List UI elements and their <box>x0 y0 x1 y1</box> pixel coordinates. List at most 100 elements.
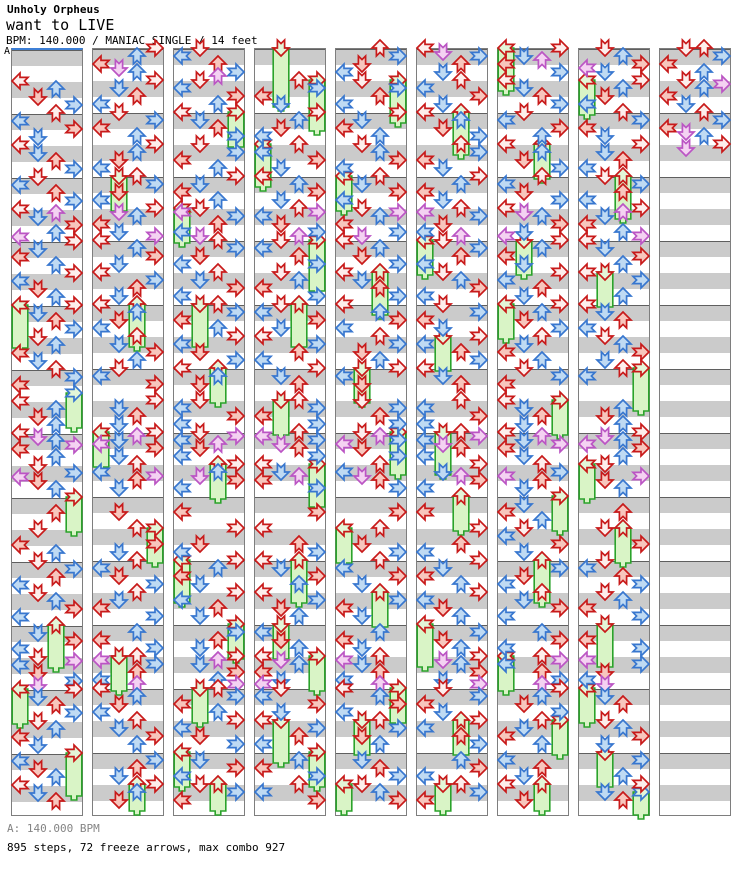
arrow-left-icon <box>11 776 29 794</box>
arrow-up-icon <box>128 427 146 445</box>
arrow-down-icon <box>515 519 533 537</box>
arrow-up-icon <box>128 783 146 801</box>
arrow-right-icon <box>470 583 488 601</box>
arrow-up-icon <box>209 559 227 577</box>
arrow-up-icon <box>452 439 470 457</box>
arrow-up-icon <box>209 319 227 337</box>
freeze-head-arrow-up-icon <box>290 295 308 313</box>
arrow-right-icon <box>632 575 650 593</box>
arrow-right-icon <box>551 119 569 137</box>
arrow-left-icon <box>254 711 272 729</box>
arrow-up-icon <box>371 87 389 105</box>
arrow-right-icon <box>227 407 245 425</box>
arrow-right-icon <box>470 303 488 321</box>
arrow-right-icon <box>146 391 164 409</box>
arrow-left-icon <box>416 203 434 221</box>
arrow-down-icon <box>596 87 614 105</box>
arrow-left-icon <box>173 103 191 121</box>
arrow-down-icon <box>29 736 47 754</box>
arrow-down-icon <box>29 304 47 322</box>
arrow-down-icon <box>110 503 128 521</box>
arrow-right-icon <box>551 599 569 617</box>
arrow-right-icon <box>308 503 326 521</box>
arrow-up-icon <box>533 239 551 257</box>
arrow-left-icon <box>92 463 110 481</box>
arrow-up-icon <box>533 303 551 321</box>
arrow-down-icon <box>515 335 533 353</box>
freeze-head-arrow-left-icon <box>11 680 29 698</box>
arrow-up-icon <box>128 279 146 297</box>
freeze-tail <box>110 655 128 696</box>
arrow-left-icon <box>578 295 596 313</box>
arrow-down-icon <box>29 428 47 446</box>
arrow-left-icon <box>173 767 191 785</box>
arrow-right-icon <box>389 151 407 169</box>
arrow-up-icon <box>290 655 308 673</box>
arrow-up-icon <box>128 583 146 601</box>
arrow-right-icon <box>632 775 650 793</box>
arrow-down-icon <box>110 791 128 809</box>
arrow-left-icon <box>497 247 515 265</box>
arrow-left-icon <box>254 427 272 445</box>
arrow-up-icon <box>452 535 470 553</box>
arrow-down-icon <box>110 255 128 273</box>
arrow-left-icon <box>173 311 191 329</box>
arrow-up-icon <box>371 351 389 369</box>
arrow-left-icon <box>173 151 191 169</box>
arrow-down-icon <box>434 463 452 481</box>
arrow-left-icon <box>578 319 596 337</box>
arrow-down-icon <box>353 111 371 129</box>
arrow-left-icon <box>92 367 110 385</box>
arrow-down-icon <box>596 239 614 257</box>
arrow-left-icon <box>11 248 29 266</box>
arrow-down-icon <box>191 111 209 129</box>
arrow-left-icon <box>497 775 515 793</box>
freeze-tail <box>632 791 650 820</box>
arrow-up-icon <box>371 519 389 537</box>
arrow-down-icon <box>110 311 128 329</box>
arrow-up-icon <box>452 775 470 793</box>
arrow-up-icon <box>290 775 308 793</box>
arrow-up-icon <box>47 152 65 170</box>
arrow-down-icon <box>29 352 47 370</box>
footer-stats-text: 895 steps, 72 freeze arrows, max combo 9… <box>7 841 286 854</box>
arrow-left-icon <box>497 199 515 217</box>
arrow-right-icon <box>308 255 326 273</box>
arrow-left-icon <box>578 651 596 669</box>
freeze-head-arrow-up-icon <box>533 551 551 569</box>
arrow-down-icon <box>677 39 695 57</box>
freeze-tail <box>551 495 569 536</box>
arrow-left-icon <box>578 367 596 385</box>
arrow-down-icon <box>434 191 452 209</box>
arrow-up-icon <box>452 271 470 289</box>
arrow-down-icon <box>515 103 533 121</box>
arrow-left-icon <box>578 671 596 689</box>
arrow-down-icon <box>29 520 47 538</box>
arrow-left-icon <box>497 135 515 153</box>
page-info-line: BPM: 140.000 / MANIAC SINGLE / 14 feet <box>6 34 258 47</box>
arrow-down-icon <box>272 559 290 577</box>
arrow-down-icon <box>596 407 614 425</box>
freeze-tail <box>434 783 452 816</box>
arrow-down-icon <box>596 427 614 445</box>
freeze-tail <box>191 687 209 728</box>
arrow-right-icon <box>146 535 164 553</box>
arrow-up-icon <box>290 391 308 409</box>
arrow-left-icon <box>335 559 353 577</box>
arrow-up-icon <box>290 111 308 129</box>
arrow-left-icon <box>335 679 353 697</box>
arrow-left-icon <box>497 607 515 625</box>
arrow-down-icon <box>596 351 614 369</box>
freeze-head-arrow-right-icon <box>227 103 245 121</box>
arrow-left-icon <box>497 503 515 521</box>
arrow-right-icon <box>308 479 326 497</box>
arrow-up-icon <box>290 227 308 245</box>
arrow-up-icon <box>290 71 308 89</box>
arrow-up-icon <box>290 751 308 769</box>
arrow-right-icon <box>470 471 488 489</box>
arrow-up-icon <box>47 80 65 98</box>
arrow-right-icon <box>308 447 326 465</box>
arrow-left-icon <box>416 183 434 201</box>
arrow-right-icon <box>308 567 326 585</box>
arrow-left-icon <box>92 319 110 337</box>
